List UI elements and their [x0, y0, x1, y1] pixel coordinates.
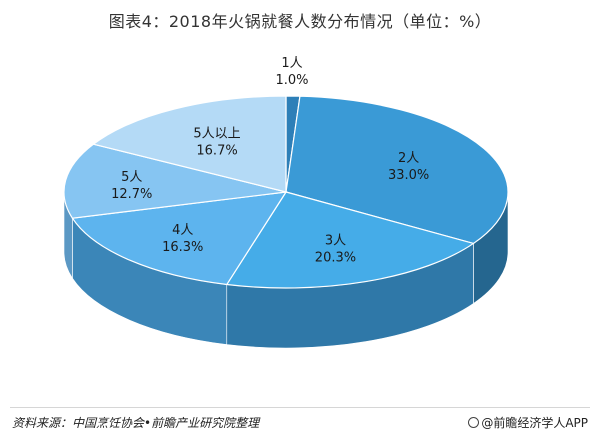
- pie-label-category: 5人以上: [193, 126, 240, 141]
- pie-slice-5-person: [63, 143, 287, 219]
- pie-slice-3-person: [225, 191, 475, 289]
- pie-label-2-person: 2人 33.0%: [388, 151, 429, 183]
- pie-slice-5-person-plus: [92, 95, 287, 193]
- pie-label-4-person: 4人 16.3%: [162, 223, 203, 255]
- pie-label-category: 4人: [172, 223, 193, 238]
- pie-label-category: 3人: [325, 234, 346, 249]
- pie-label-value: 12.7%: [111, 187, 152, 202]
- brand-logo-icon: [468, 417, 480, 428]
- pie-label-category: 2人: [398, 151, 419, 166]
- chart-title: 图表4：2018年火锅就餐人数分布情况（单位：%）: [108, 12, 492, 31]
- pie-label-value: 33.0%: [388, 168, 429, 183]
- pie-label-1-person: 1人 1.0%: [275, 56, 308, 88]
- pie-label-value: 20.3%: [315, 251, 356, 266]
- brand-text: @前瞻经济学人APP: [481, 416, 588, 430]
- pie-label-value: 16.3%: [162, 240, 203, 255]
- pie-label-category: 1人: [281, 56, 302, 71]
- pie-label-5-person-plus: 5人以上 16.7%: [193, 126, 240, 158]
- source-note: 资料来源：中国烹饪协会•前瞻产业研究院整理: [12, 416, 260, 430]
- pie-label-5-person: 5人 12.7%: [111, 170, 152, 202]
- pie-labels: 1人 1.0% 2人 33.0% 3人 20.3% 4人 16.3% 5人 12.7% 5人以上 16…: [111, 56, 429, 266]
- brand-credit: @前瞻经济学人APP: [468, 414, 588, 431]
- pie-label-3-person: 3人 20.3%: [315, 234, 356, 266]
- pie-label-value: 16.7%: [196, 143, 237, 158]
- pie-slice-4-person: [71, 191, 288, 286]
- pie-slices: [63, 95, 509, 289]
- pie-label-category: 5人: [121, 170, 142, 185]
- footer-divider: [10, 407, 590, 408]
- pie-label-value: 1.0%: [275, 73, 308, 88]
